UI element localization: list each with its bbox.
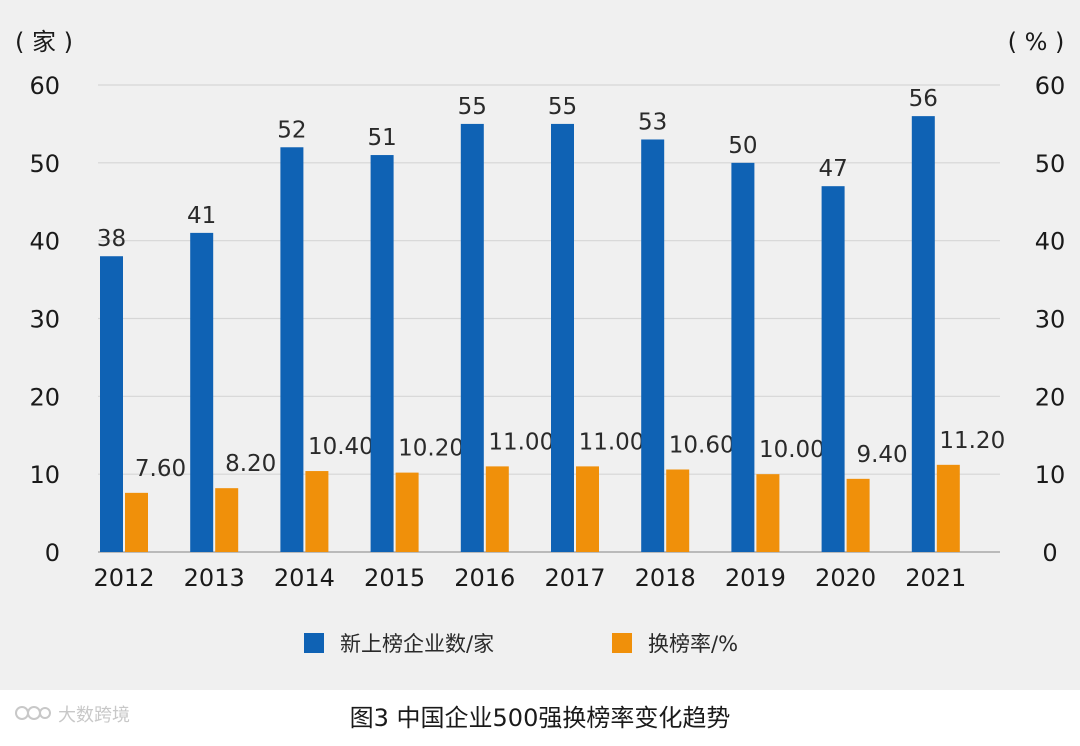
data-label-new-entrants: 55 [548,94,577,120]
x-tick-label: 2015 [364,564,425,592]
bar-new-entrants [460,123,484,553]
y-left-tick-label: 40 [29,228,60,256]
bar-new-entrants [190,232,214,552]
bar-new-entrants [280,147,304,552]
y-left-tick-label: 10 [29,461,60,489]
x-tick-label: 2016 [454,564,515,592]
y-left-tick-label: 60 [29,72,60,100]
data-label-new-entrants: 56 [909,86,938,112]
bar-turnover-rate [936,464,960,552]
bar-new-entrants [100,256,123,552]
y-left-tick-label: 30 [29,306,60,334]
x-tick-label: 2021 [905,564,966,592]
data-label-new-entrants: 50 [728,133,757,159]
bar-chart: 0 10 20 30 40 50 60 0 10 20 30 40 50 60 ( 家 ) ( % ) 38 7.… [15,28,1066,656]
data-label-turnover-rate: 9.40 [856,442,907,468]
bar-turnover-rate [576,466,599,552]
watermark-text: 大数跨境 [58,705,130,726]
y-left-tick-label: 20 [29,383,60,411]
legend-label-turnover-rate: 换榜率/% [648,632,738,656]
watermark: 大数跨境 [14,702,130,726]
y-right-tick-label: 50 [1035,150,1066,178]
x-tick-label: 2020 [815,564,876,592]
data-label-new-entrants: 41 [187,203,216,229]
bar-turnover-rate [666,469,690,552]
x-tick-label: 2017 [544,564,605,592]
data-label-turnover-rate: 11.00 [488,429,554,455]
x-tick-label: 2014 [274,564,335,592]
chart-panel: 0 10 20 30 40 50 60 0 10 20 30 40 50 60 ( 家 ) ( % ) 38 7.… [0,0,1080,690]
bar-new-entrants [370,155,394,553]
bar-turnover-rate [305,471,329,552]
data-label-new-entrants: 53 [638,109,667,135]
data-label-turnover-rate: 10.60 [669,432,735,458]
data-label-turnover-rate: 10.40 [308,434,374,460]
legend-swatch-new-entrants [304,633,324,653]
data-label-turnover-rate: 10.20 [398,436,464,462]
data-label-new-entrants: 51 [367,125,396,151]
bar-new-entrants [911,116,935,552]
data-label-new-entrants: 38 [97,226,126,252]
data-label-turnover-rate: 11.20 [939,428,1005,454]
bar-new-entrants [551,123,574,553]
figure-caption: 图3 中国企业500强换榜率变化趋势 [349,704,731,732]
bar-new-entrants [731,162,755,553]
x-tick-label: 2018 [635,564,696,592]
y-right-unit-label: ( % ) [1008,28,1065,56]
watermark-logo-icon [14,701,52,728]
bar-turnover-rate [215,488,239,552]
bar-turnover-rate [395,472,419,552]
y-right-tick-label: 20 [1035,383,1066,411]
legend-label-new-entrants: 新上榜企业数/家 [340,632,494,656]
y-left-tick-label: 0 [45,539,60,567]
data-label-new-entrants: 52 [277,117,306,143]
bar-turnover-rate [485,466,509,552]
x-tick-label: 2019 [725,564,786,592]
x-tick-label: 2012 [93,564,154,592]
legend-swatch-turnover-rate [612,633,632,653]
y-right-tick-label: 10 [1035,461,1066,489]
bar-turnover-rate [756,474,780,552]
bar-turnover-rate [125,492,148,552]
data-label-turnover-rate: 11.00 [579,429,645,455]
x-tick-label: 2013 [184,564,245,592]
y-left-unit-label: ( 家 ) [15,28,73,56]
y-right-tick-label: 40 [1035,228,1066,256]
data-label-turnover-rate: 10.00 [759,437,825,463]
bar-turnover-rate [846,478,870,552]
data-label-turnover-rate: 8.20 [225,451,276,477]
y-right-tick-label: 0 [1042,539,1057,567]
bar-new-entrants [641,139,665,552]
data-label-turnover-rate: 7.60 [135,456,186,482]
y-left-tick-label: 50 [29,150,60,178]
data-label-new-entrants: 47 [818,156,847,182]
y-right-tick-label: 60 [1035,72,1066,100]
bar-new-entrants [821,186,845,552]
y-right-tick-label: 30 [1035,306,1066,334]
data-label-new-entrants: 55 [458,94,487,120]
